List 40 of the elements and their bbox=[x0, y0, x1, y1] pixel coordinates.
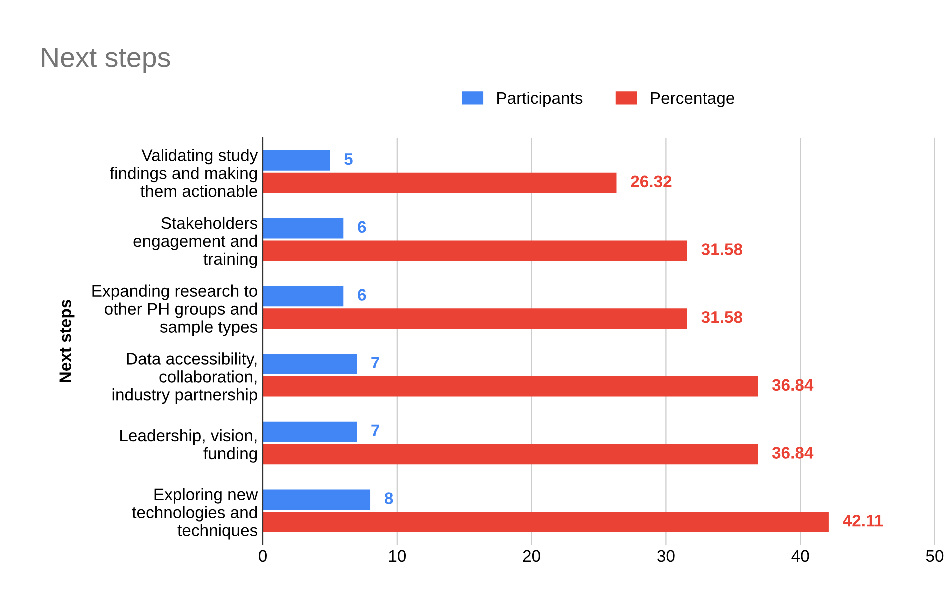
data-label: 26.32 bbox=[631, 176, 672, 188]
y-tick-label: Exploring new technologies and techniques bbox=[132, 488, 258, 540]
data-label: 42.11 bbox=[843, 514, 884, 527]
legend-label: Percentage bbox=[651, 92, 734, 108]
bar bbox=[263, 376, 758, 397]
chart-title: Next steps bbox=[42, 48, 170, 73]
data-label: 7 bbox=[372, 424, 380, 436]
x-tick-label: 0 bbox=[259, 550, 267, 562]
bar bbox=[263, 422, 358, 442]
x-tick-label: 30 bbox=[658, 550, 675, 562]
data-label: 36.84 bbox=[772, 447, 814, 459]
x-tick-label: 40 bbox=[792, 550, 810, 562]
bar bbox=[263, 490, 371, 510]
x-tick-label: 10 bbox=[389, 550, 406, 562]
data-label: 8 bbox=[384, 492, 394, 504]
bar bbox=[263, 286, 344, 307]
bar bbox=[263, 308, 688, 329]
data-label: 36.84 bbox=[772, 379, 814, 392]
y-axis-title: Next steps bbox=[60, 300, 75, 383]
bar bbox=[263, 444, 758, 465]
y-tick-label: Expanding research to other PH groups and sample types bbox=[92, 284, 258, 336]
data-label: 7 bbox=[372, 357, 380, 369]
data-label: 6 bbox=[358, 221, 366, 234]
bar bbox=[263, 150, 330, 171]
y-tick-label: Validating study findings and making them actionable bbox=[110, 149, 258, 198]
x-tick-label: 20 bbox=[523, 550, 540, 562]
bar bbox=[263, 512, 829, 532]
x-tick-label: 50 bbox=[926, 550, 944, 562]
data-label: 31.58 bbox=[702, 311, 743, 324]
bar bbox=[263, 218, 344, 239]
y-tick-label: Leadership, vision, funding bbox=[120, 429, 258, 463]
bar bbox=[263, 354, 358, 374]
data-label: 31.58 bbox=[702, 244, 743, 256]
bar bbox=[263, 240, 688, 262]
bar bbox=[263, 172, 617, 194]
legend-label: Participants bbox=[498, 92, 583, 108]
y-tick-label: Stakeholders engagement and training bbox=[134, 216, 258, 268]
data-label: 6 bbox=[358, 289, 366, 301]
data-label: 5 bbox=[344, 154, 353, 166]
y-tick-label: Data accessibility, collaboration, industry partnership bbox=[112, 352, 258, 404]
